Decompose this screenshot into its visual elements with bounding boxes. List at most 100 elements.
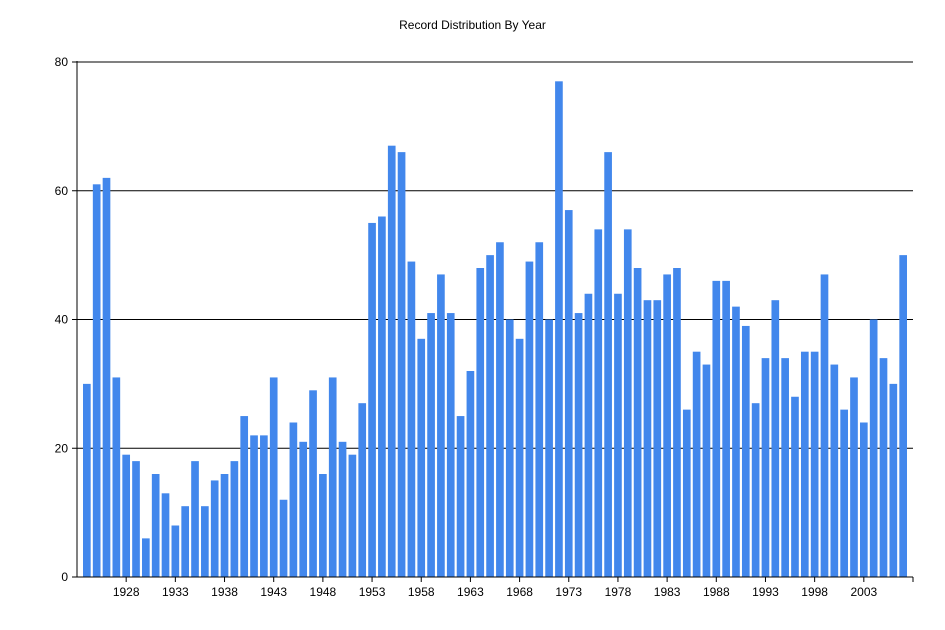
y-tick-label: 0 <box>61 570 68 584</box>
bar <box>319 474 327 577</box>
bar <box>712 280 721 577</box>
bar <box>889 383 898 577</box>
bar <box>142 538 150 577</box>
bar <box>486 255 494 577</box>
bar <box>879 358 888 577</box>
bar <box>682 409 691 577</box>
bar <box>230 461 239 577</box>
x-tick-label: 1983 <box>654 585 681 599</box>
bar <box>269 377 278 577</box>
x-tick-label: 1968 <box>506 585 533 599</box>
bar <box>564 210 573 577</box>
bar <box>446 313 455 577</box>
bar <box>466 371 475 577</box>
bar <box>328 377 337 577</box>
tick-labels: 0 20 40 60 80 1928 1933 1938 1943 1948 1953 1958 196… <box>55 55 878 599</box>
bar <box>781 358 789 577</box>
bar <box>132 461 140 577</box>
bar <box>584 293 593 577</box>
bar <box>151 474 160 577</box>
bar <box>633 268 642 577</box>
chart-title: Record Distribution By Year <box>399 18 546 32</box>
x-tick-label: 2003 <box>850 585 877 599</box>
x-tick-label: 1988 <box>703 585 730 599</box>
bar <box>309 390 317 577</box>
bar <box>348 454 357 577</box>
y-tick-label: 40 <box>55 313 69 327</box>
bar <box>338 441 347 577</box>
bar <box>210 480 219 577</box>
bar <box>505 319 514 577</box>
bar <box>722 280 730 577</box>
x-tick-label: 1948 <box>310 585 337 599</box>
x-tick-label: 1933 <box>162 585 189 599</box>
axes <box>72 61 914 582</box>
bar <box>181 506 190 577</box>
x-tick-label: 1928 <box>113 585 140 599</box>
bar <box>161 493 170 577</box>
bar <box>417 338 426 577</box>
bar <box>250 435 258 577</box>
bar <box>800 351 809 577</box>
bar <box>368 222 376 577</box>
bar <box>299 441 308 577</box>
bar <box>859 422 868 577</box>
bar <box>122 454 131 577</box>
bar <box>279 499 288 577</box>
y-tick-label: 60 <box>55 184 69 198</box>
bar <box>407 261 416 577</box>
bar <box>673 268 681 577</box>
x-tick-label: 1963 <box>457 585 484 599</box>
bars <box>82 81 908 577</box>
bar <box>240 416 249 577</box>
bar <box>751 403 760 577</box>
bar <box>191 461 199 577</box>
bar <box>427 313 435 577</box>
bar <box>574 313 583 577</box>
y-tick-label: 20 <box>55 441 69 455</box>
bar <box>761 358 770 577</box>
bar <box>289 422 298 577</box>
bar <box>92 184 101 577</box>
bar <box>397 152 406 577</box>
bar <box>594 229 603 577</box>
bar <box>437 274 445 577</box>
bar <box>741 325 750 577</box>
bar <box>692 351 701 577</box>
bar <box>112 377 121 577</box>
bar <box>604 152 612 577</box>
bar <box>614 293 622 577</box>
bar <box>82 383 91 577</box>
bar <box>840 409 848 577</box>
bar <box>378 216 386 577</box>
bar <box>643 300 652 577</box>
bar <box>358 403 367 577</box>
bar <box>623 229 632 577</box>
bar <box>732 306 740 577</box>
bar <box>525 261 534 577</box>
bar <box>850 377 858 577</box>
bar <box>810 351 819 577</box>
bar <box>220 474 229 577</box>
x-tick-label: 1958 <box>408 585 435 599</box>
bar <box>387 145 396 577</box>
bar <box>869 319 878 577</box>
bar <box>899 255 908 577</box>
x-tick-label: 1953 <box>359 585 386 599</box>
bar <box>201 506 209 577</box>
bar <box>535 242 544 577</box>
bar <box>102 177 111 577</box>
bar <box>496 242 504 577</box>
bar <box>476 268 485 577</box>
x-tick-label: 1978 <box>605 585 632 599</box>
y-tick-label: 80 <box>55 55 69 69</box>
bar <box>771 300 780 577</box>
bar <box>545 319 553 577</box>
x-tick-label: 1993 <box>752 585 779 599</box>
bar <box>171 525 180 577</box>
bar <box>260 435 268 577</box>
bar <box>663 274 671 577</box>
bar <box>515 338 524 577</box>
bar <box>791 396 799 577</box>
